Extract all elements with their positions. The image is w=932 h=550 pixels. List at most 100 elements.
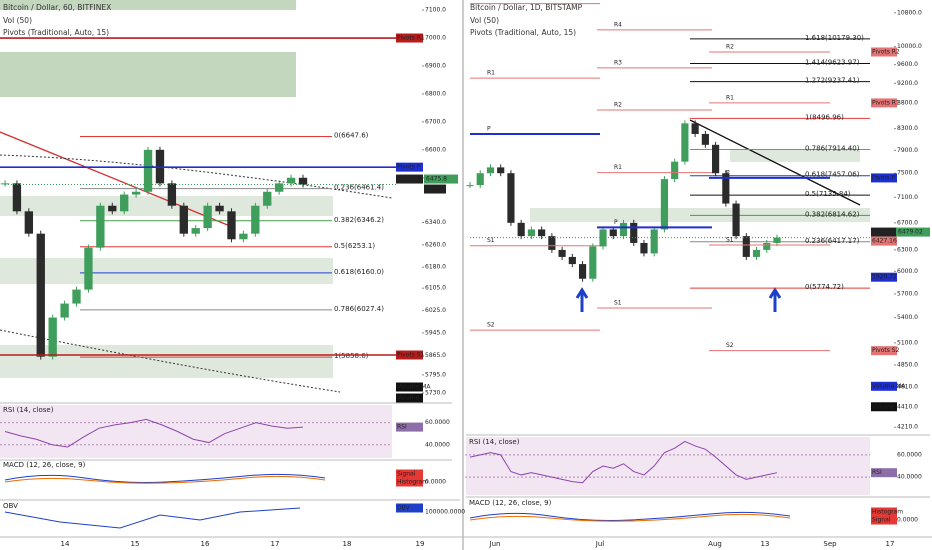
axis-tag-label: Volume MA xyxy=(872,383,906,390)
candle xyxy=(742,236,750,257)
candle xyxy=(681,123,689,162)
candle xyxy=(274,183,284,192)
candle xyxy=(131,191,141,195)
axis-tag xyxy=(396,350,423,360)
y-tick-label: 60.0000 xyxy=(425,419,450,426)
price-value: 6479.02 xyxy=(898,229,923,236)
candle xyxy=(24,211,34,234)
y-tick-label: 5945.0 xyxy=(425,329,446,336)
candle xyxy=(476,173,484,186)
candle xyxy=(640,242,648,254)
y-tick-label: 10000.0 xyxy=(897,43,922,50)
fib-label: 0.236(6461.4) xyxy=(334,184,384,192)
candle xyxy=(671,161,679,180)
indicator-label: Pivots (Traditional, Auto, 15) xyxy=(470,28,576,37)
axis-tag-label: Volume xyxy=(397,395,420,402)
axis-tag-label: Signal xyxy=(397,471,416,478)
fib-label: 1(8496.96) xyxy=(805,113,844,121)
timer-tag xyxy=(424,184,446,194)
fib-label: 0.236(6417.17) xyxy=(805,237,860,245)
candle xyxy=(72,289,81,304)
axis-tag-label: Signal xyxy=(872,517,891,524)
fib-label: 0.382(6814.62) xyxy=(805,210,860,218)
pane-title: RSI (14, close) xyxy=(469,438,520,446)
candle xyxy=(486,167,495,174)
x-tick-label: Aug xyxy=(708,540,722,548)
candle xyxy=(568,256,576,265)
y-tick-label: 6900.0 xyxy=(425,62,446,69)
candle xyxy=(732,203,740,237)
y-tick-label: 4610.0 xyxy=(897,384,918,391)
axis-tag xyxy=(396,422,423,432)
candle xyxy=(517,222,525,237)
pivot-label: S1 xyxy=(614,300,622,307)
y-tick-label: 6260.0 xyxy=(425,241,446,248)
candle xyxy=(619,222,628,237)
axis-tag-label: Pivots S2 xyxy=(872,347,900,354)
price-value: 6475.8 xyxy=(426,176,447,183)
candle xyxy=(203,205,212,229)
pivot-label: P xyxy=(487,125,491,132)
candle xyxy=(773,237,781,243)
y-tick-label: 6340.0 xyxy=(425,219,446,226)
candle xyxy=(167,183,177,206)
pivot-label: R2 xyxy=(487,0,495,2)
axis-tag-label: 6427.16 xyxy=(872,238,897,245)
rsi-line xyxy=(4,418,304,448)
trend-line xyxy=(689,119,861,206)
candle xyxy=(12,183,22,212)
axis-tag-label: Histogram xyxy=(397,479,428,486)
axis-tag-label: Pivots S1 xyxy=(397,351,425,358)
y-tick-label: 6700.0 xyxy=(897,219,918,226)
candle xyxy=(179,205,188,234)
candle xyxy=(599,229,607,247)
fib-label: 1.414(9623.97) xyxy=(805,59,860,67)
candle xyxy=(701,133,709,145)
axis-tag-label: Pivots P xyxy=(872,174,896,181)
fib-label: 0.618(6160.0) xyxy=(334,268,384,276)
axis-tag xyxy=(871,381,897,391)
x-tick-label: Jul xyxy=(595,540,605,548)
fib-label: 1.272(9237.41) xyxy=(805,77,860,85)
price-tag xyxy=(896,227,930,237)
y-tick-label: 5400.0 xyxy=(897,314,918,321)
candle xyxy=(507,173,515,223)
candle xyxy=(191,228,200,234)
candle xyxy=(527,229,535,237)
x-tick-label: 19 xyxy=(416,540,425,548)
candle xyxy=(251,205,260,234)
candle xyxy=(589,246,597,279)
axis-tag xyxy=(871,507,897,517)
candle xyxy=(609,229,617,237)
y-tick-label: 7100.0 xyxy=(425,7,446,14)
axis-tag xyxy=(871,236,897,246)
axis-tag xyxy=(396,162,423,172)
candle xyxy=(108,205,117,212)
candle xyxy=(239,233,248,240)
y-tick-label: 6025.0 xyxy=(425,307,446,314)
fib-label: 0.618(7457.06) xyxy=(805,171,860,179)
y-tick-label: 4410.0 xyxy=(897,403,918,410)
arrow xyxy=(575,287,782,312)
axis-tag-label: RSI xyxy=(397,424,407,431)
y-tick-label: 9200.0 xyxy=(897,80,918,87)
candle xyxy=(298,177,308,185)
y-tick-label: 40.0000 xyxy=(425,441,450,448)
y-tick-label: 6300.0 xyxy=(897,246,918,253)
fib-label: 0.786(6027.4) xyxy=(334,305,384,313)
y-tick-label: 8300.0 xyxy=(897,125,918,132)
y-tick-label: 9600.0 xyxy=(897,61,918,68)
y-tick-label: 7100.0 xyxy=(897,194,918,201)
candle xyxy=(650,229,658,254)
axis-tag xyxy=(396,477,423,487)
y-tick-label: 4210.0 xyxy=(897,424,918,431)
candle xyxy=(286,177,296,184)
y-tick-label: 6180.0 xyxy=(425,264,446,271)
y-tick-label: 8800.0 xyxy=(897,99,918,106)
indicator-label: Vol (50) xyxy=(3,16,32,25)
candle xyxy=(558,249,566,257)
macd-signal xyxy=(4,475,326,484)
pivot-label: P xyxy=(726,169,730,176)
y-tick-label: 7500.0 xyxy=(897,170,918,177)
pivot-label: R2 xyxy=(614,101,622,108)
